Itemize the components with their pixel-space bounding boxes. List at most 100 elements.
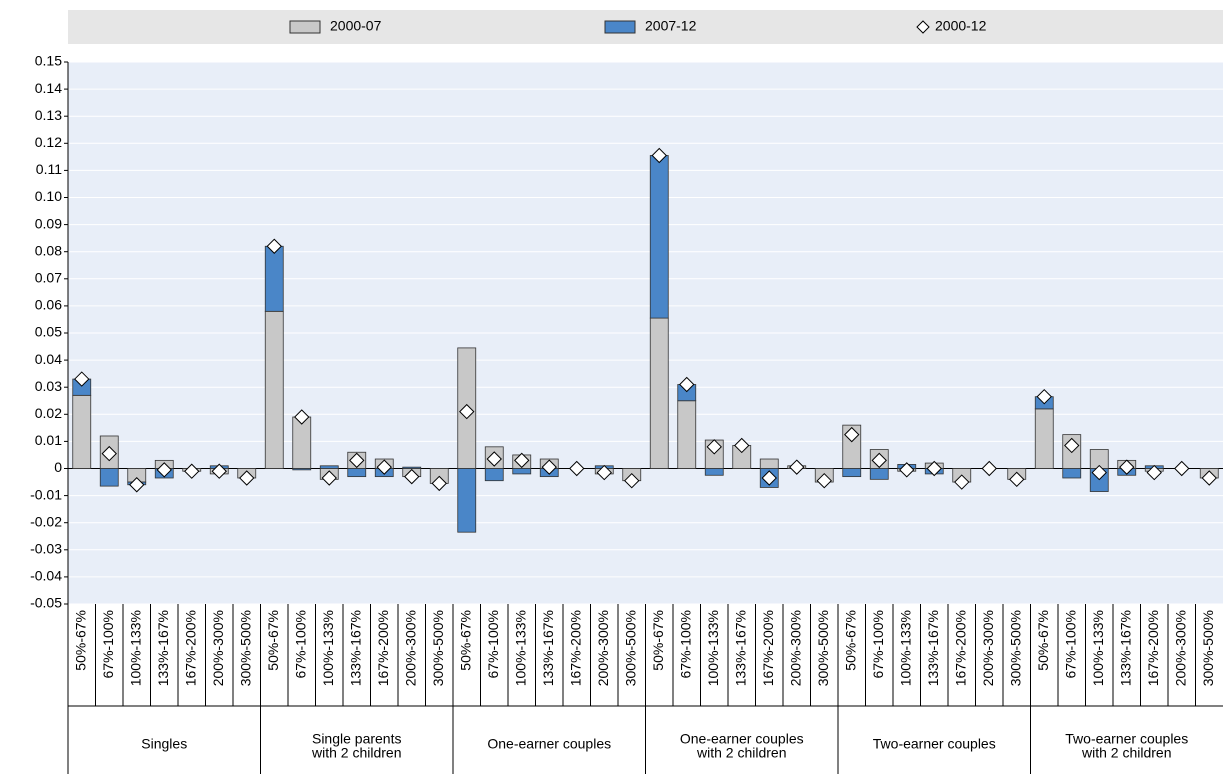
- bar: [484, 468, 504, 482]
- x-tick-label: 67%-100%: [677, 610, 693, 679]
- x-tick-label: 200%-300%: [787, 610, 803, 686]
- x-tick-label: 67%-100%: [100, 610, 116, 679]
- x-tick-label: 100%-133%: [1090, 610, 1106, 686]
- diamond-marker: [1174, 460, 1190, 477]
- diamond-marker: [349, 452, 365, 469]
- x-tick-label: 100%-133%: [512, 610, 528, 686]
- legend-swatch: [916, 20, 930, 34]
- x-tick-label: 133%-167%: [1117, 610, 1133, 686]
- bar: [759, 458, 779, 469]
- x-tick-label: 100%-133%: [897, 610, 913, 686]
- x-tick-label: 100%-133%: [320, 610, 336, 686]
- x-tick-label: 67%-100%: [1062, 610, 1078, 679]
- legend-label: 2000-07: [330, 18, 382, 34]
- diamond-marker: [706, 439, 722, 455]
- diamond-marker: [569, 460, 585, 477]
- diamond-marker: [1036, 388, 1052, 405]
- diamond-marker: [1009, 471, 1025, 488]
- group-label: Two-earner couples: [1065, 731, 1188, 747]
- y-tick-label: -0.04: [30, 568, 62, 584]
- diamond-marker: [734, 437, 750, 454]
- x-tick-label: 167%-200%: [1145, 610, 1161, 686]
- group-label: One-earner couples: [487, 736, 611, 752]
- y-tick-label: 0.08: [35, 242, 62, 258]
- diamond-marker: [266, 238, 282, 254]
- legend-swatch: [289, 20, 321, 34]
- diamond-marker: [871, 452, 887, 469]
- diamond-marker: [376, 459, 392, 475]
- diamond-marker: [816, 472, 832, 489]
- bar: [512, 468, 532, 475]
- diamond-marker: [624, 472, 640, 489]
- x-tick-label: 67%-100%: [485, 610, 501, 679]
- group-label: Two-earner couples: [873, 736, 996, 752]
- bar: [649, 155, 669, 319]
- legend-band: [68, 10, 1223, 44]
- y-tick-label: 0.05: [35, 324, 62, 340]
- diamond-marker: [1146, 464, 1162, 481]
- bar: [264, 310, 284, 469]
- diamond-marker: [431, 475, 447, 492]
- bar: [72, 394, 92, 469]
- x-tick-label: 100%-133%: [705, 610, 721, 686]
- diamond-marker: [981, 460, 997, 477]
- diamond-marker: [954, 474, 970, 490]
- y-tick-label: 0: [54, 459, 62, 475]
- y-tick-label: 0.11: [36, 161, 62, 177]
- x-tick-label: 133%-167%: [155, 610, 171, 686]
- bar: [704, 468, 724, 476]
- y-tick-label: 0.04: [35, 351, 62, 367]
- bar: [457, 468, 477, 533]
- y-tick-label: 0.12: [35, 134, 62, 150]
- legend-swatch: [604, 20, 636, 34]
- diamond-marker: [129, 477, 145, 493]
- x-tick-label: 200%-300%: [1172, 610, 1188, 686]
- x-tick-label: 300%-500%: [1200, 610, 1216, 686]
- y-tick-label: 0.07: [35, 270, 62, 286]
- x-tick-label: 50%-67%: [72, 610, 88, 671]
- diamond-marker: [404, 468, 420, 485]
- bar: [99, 468, 119, 487]
- legend-label: 2007-12: [645, 18, 697, 34]
- diamond-marker: [1064, 437, 1080, 454]
- diamond-marker: [1119, 459, 1135, 475]
- diamond-marker: [294, 409, 310, 425]
- diamond-marker: [789, 459, 805, 475]
- x-tick-label: 167%-200%: [952, 610, 968, 686]
- bar: [292, 416, 312, 469]
- y-tick-label: 0.01: [35, 432, 62, 448]
- group-label: Singles: [141, 736, 187, 752]
- diamond-marker: [926, 460, 942, 477]
- diamond-marker: [651, 147, 667, 164]
- y-tick-label: 0.03: [35, 378, 62, 394]
- y-tick-label: 0.09: [35, 215, 62, 231]
- x-tick-label: 300%-500%: [1007, 610, 1023, 686]
- diamond-marker: [321, 470, 337, 486]
- x-tick-label: 300%-500%: [622, 610, 638, 686]
- y-tick-label: 0.10: [35, 188, 62, 204]
- diamond-marker: [514, 452, 530, 469]
- diamond-marker: [184, 463, 200, 479]
- group-label: Single parents: [312, 731, 402, 747]
- y-tick-label: 0.13: [35, 107, 62, 123]
- x-tick-label: 50%-67%: [457, 610, 473, 671]
- diamond-marker: [899, 462, 915, 478]
- bar: [292, 468, 312, 471]
- y-tick-label: 0.14: [35, 80, 62, 96]
- diamond-marker: [1201, 470, 1217, 486]
- x-tick-label: 50%-67%: [842, 610, 858, 671]
- x-tick-label: 300%-500%: [815, 610, 831, 686]
- diamond-marker: [761, 470, 777, 486]
- bar: [347, 468, 367, 478]
- bar: [319, 465, 339, 469]
- y-tick-label: 0.02: [35, 405, 62, 421]
- bar: [1062, 468, 1082, 479]
- x-tick-label: 167%-200%: [375, 610, 391, 686]
- x-tick-label: 300%-500%: [237, 610, 253, 686]
- x-tick-label: 167%-200%: [760, 610, 776, 686]
- group-label: with 2 children: [696, 745, 787, 761]
- diamond-marker: [156, 462, 172, 478]
- bar: [402, 466, 422, 469]
- bar: [649, 317, 669, 469]
